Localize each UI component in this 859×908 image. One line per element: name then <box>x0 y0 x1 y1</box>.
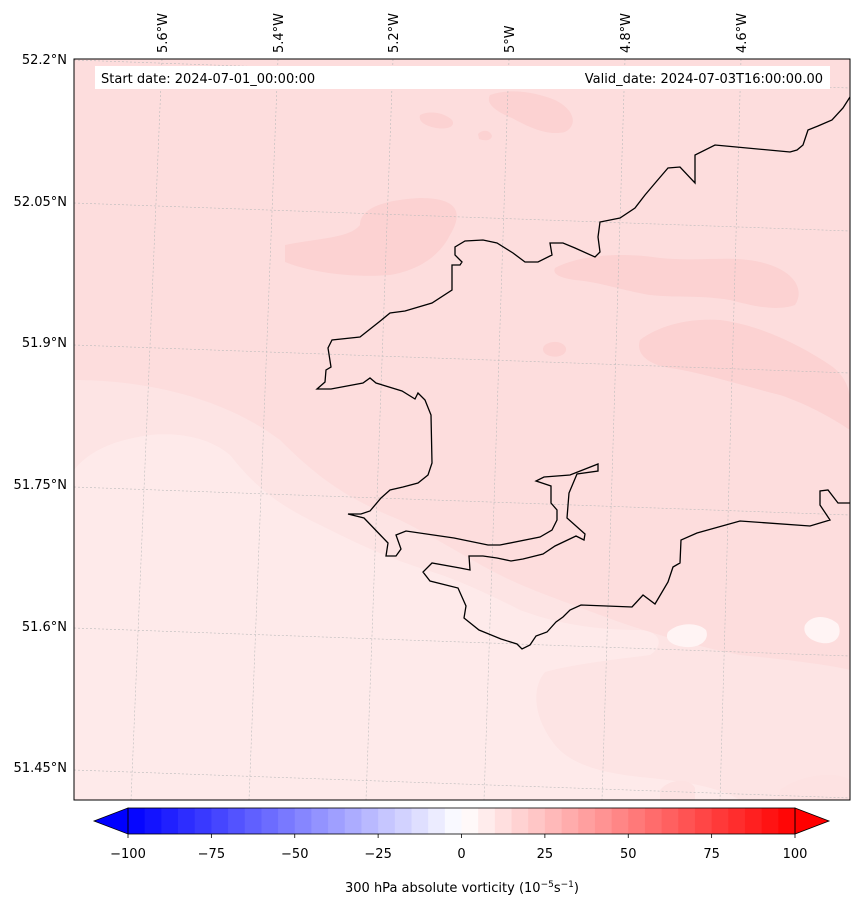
longitude-labels: 5.6°W 5.4°W 5.2°W 5°W 4.8°W 4.6°W <box>156 13 750 53</box>
colorbar-cell <box>428 808 446 834</box>
colorbar-cell <box>694 808 713 834</box>
colorbar-cell <box>578 808 596 834</box>
colorbar-cell <box>228 808 246 834</box>
colorbar-cell <box>244 808 262 834</box>
field-patch-north-5 <box>488 91 573 134</box>
start-date-label: Start date: 2024-07-01_00:00:00 <box>101 72 315 87</box>
colorbar-cell <box>128 808 146 834</box>
colorbar-tick-label: −75 <box>198 847 225 862</box>
colorbar-cell <box>661 808 679 834</box>
colorbar-cell <box>194 808 212 834</box>
colorbar-cell <box>411 808 429 834</box>
colorbar-cell <box>511 808 529 834</box>
map-frame <box>73 58 851 801</box>
field-patch-north-7 <box>478 130 492 141</box>
field-patch-north-2 <box>554 255 799 308</box>
field-patch-north-1 <box>285 198 457 276</box>
colorbar-cell <box>144 808 162 834</box>
coastline <box>315 96 850 650</box>
colorbar-title: 300 hPa absolute vorticity (10−5s−1) <box>345 880 579 896</box>
colorbar-ticks: −100 −75 −50 −25 0 25 50 75 100 <box>110 834 807 862</box>
colorbar: −100 −75 −50 −25 0 25 50 75 100 300 hPa absolute… <box>92 807 831 896</box>
colorbar-cell <box>461 808 479 834</box>
colorbar-cell <box>594 808 612 834</box>
colorbar-cell <box>294 808 312 834</box>
latitude-label: 52.05°N <box>14 195 67 210</box>
colorbar-cell <box>761 808 779 834</box>
longitude-label: 5.2°W <box>387 13 402 53</box>
longitude-label: 5.6°W <box>156 13 171 53</box>
field-southwest-low <box>74 434 740 800</box>
colorbar-cells <box>128 808 796 834</box>
colorbar-cell <box>544 808 562 834</box>
field-patch-north-3 <box>639 319 850 430</box>
colorbar-cell <box>628 808 646 834</box>
longitude-label: 5°W <box>503 25 518 53</box>
colorbar-cell <box>161 808 179 834</box>
header-box <box>95 66 830 89</box>
colorbar-cell <box>778 808 796 834</box>
colorbar-tick-label: 0 <box>457 847 465 862</box>
colorbar-tick-label: −100 <box>110 847 146 862</box>
colorbar-cell <box>561 808 579 834</box>
colorbar-cell <box>744 808 763 834</box>
field-patch-north-6 <box>419 112 454 129</box>
colorbar-tick-label: 100 <box>783 847 808 862</box>
valid-date-label: Valid_date: 2024-07-03T16:00:00.00 <box>585 72 823 87</box>
colorbar-tick-label: −25 <box>364 847 391 862</box>
colorbar-cell <box>444 808 462 834</box>
colorbar-cell <box>178 808 196 834</box>
colorbar-cell <box>378 808 396 834</box>
colorbar-cell <box>311 808 329 834</box>
colorbar-tick-label: −50 <box>281 847 308 862</box>
field-patch-east-2 <box>660 780 695 800</box>
longitude-label: 5.4°W <box>272 13 287 53</box>
colorbar-cell <box>728 808 746 834</box>
latitude-label: 51.75°N <box>14 478 67 493</box>
field-patch-east <box>778 774 850 800</box>
field-patch-white-2 <box>804 617 840 644</box>
colorbar-cell <box>344 808 362 834</box>
colorbar-cell <box>328 808 346 834</box>
latitude-label: 51.45°N <box>14 761 67 776</box>
colorbar-cell <box>678 808 696 834</box>
colorbar-tick-label: 50 <box>620 847 637 862</box>
longitude-label: 4.8°W <box>619 13 634 53</box>
colorbar-tick-label: 75 <box>703 847 720 862</box>
colorbar-cell <box>711 808 729 834</box>
latitude-label: 51.6°N <box>22 620 67 635</box>
latitude-label: 51.9°N <box>22 336 67 351</box>
colorbar-cell <box>611 808 629 834</box>
colorbar-cell <box>528 808 546 834</box>
field-patch-north-4 <box>542 341 567 357</box>
colorbar-cell <box>644 808 662 834</box>
colorbar-cell <box>278 808 296 834</box>
latitude-label: 52.2°N <box>22 53 67 68</box>
colorbar-cell <box>394 808 412 834</box>
field-patch-white-1 <box>666 624 707 648</box>
longitude-label: 4.6°W <box>735 13 750 53</box>
colorbar-extend-max <box>794 807 831 835</box>
colorbar-cell <box>211 808 229 834</box>
colorbar-cell <box>361 808 379 834</box>
colorbar-cell <box>494 808 512 834</box>
colorbar-extend-min <box>92 807 129 835</box>
latitude-labels: 52.2°N 52.05°N 51.9°N 51.75°N 51.6°N 51.45°N <box>14 53 67 776</box>
colorbar-tick-label: 25 <box>537 847 554 862</box>
graticule <box>74 59 850 800</box>
colorbar-cell <box>261 808 279 834</box>
colorbar-cell <box>478 808 496 834</box>
vorticity-field <box>74 59 850 800</box>
